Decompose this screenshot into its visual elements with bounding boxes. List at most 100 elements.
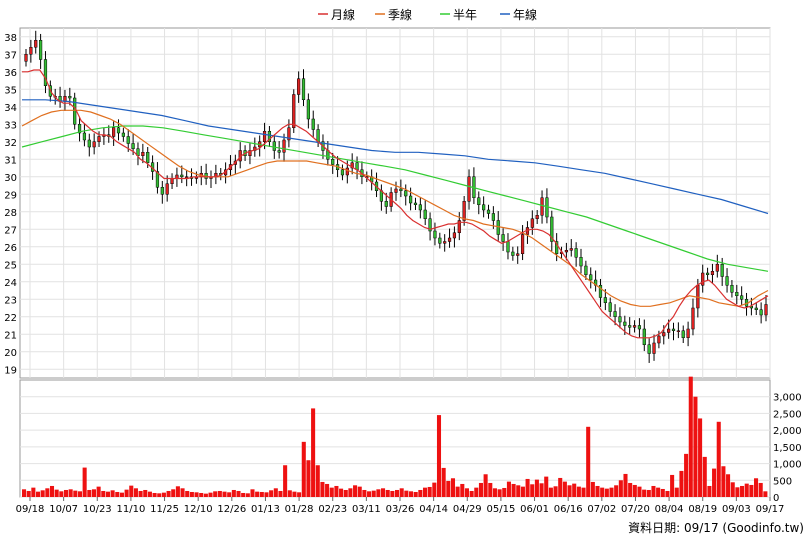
x-tick-label-12: 04/14 [419,504,448,515]
volume-bar-104 [506,481,511,497]
price-tick-label-0: 19 [4,365,17,376]
candle-body-133 [671,328,676,331]
candle-body-127 [642,328,646,345]
volume-bar-59 [297,492,302,497]
candle-body-152 [764,304,768,316]
volume-bar-74 [367,491,372,497]
volume-bar-122 [590,481,595,497]
candle-body-24 [141,152,145,156]
volume-bar-77 [381,488,386,497]
volume-frame [19,379,771,498]
candle-body-66 [345,167,349,176]
volume-bar-38 [199,492,204,497]
candle-body-134 [676,330,680,332]
volume-bar-17 [101,490,106,497]
candle-body-68 [355,162,359,170]
price-tick-label-19: 38 [4,33,17,44]
volume-bar-153 [735,487,740,497]
candle-body-130 [657,335,661,344]
price-tick-label-2: 21 [4,330,17,341]
volume-bar-29 [157,493,162,497]
candle-body-30 [170,178,174,184]
candle-body-74 [384,201,388,207]
volume-bar-4 [40,490,45,497]
candle-body-19 [116,127,121,134]
volume-bar-129 [623,473,628,497]
volume-bar-51 [259,491,264,497]
candle-body-55 [292,94,296,128]
volume-bar-109 [530,484,535,497]
x-tick-label-11: 03/26 [386,504,415,515]
x-axis: 09/18 10/07 10/23 11/10 11/25 12/10 12/26 01/13… [16,497,784,515]
legend-label-0: 月線 [331,7,355,22]
candle-body-121 [613,311,617,317]
candle-body-86 [443,241,447,244]
candle-body-67 [350,162,354,169]
candle-body-53 [282,139,286,153]
volume-bar-82 [404,490,409,497]
volume-bar-50 [255,491,260,497]
volume-tick-label-4: 2,000 [773,426,802,437]
volume-bar-115 [558,477,563,497]
volume-bar-108 [525,478,530,497]
x-tick-label-14: 05/15 [486,504,515,515]
volume-bar-118 [572,483,577,497]
candle-body-82 [423,209,427,219]
candle-body-96 [491,213,495,221]
candle-body-65 [340,169,345,176]
candle-body-123 [623,321,627,326]
volume-bar-145 [698,418,703,497]
volume-bar-126 [609,487,614,497]
volume-bar-21 [119,492,124,497]
candle-body-104 [530,218,534,228]
x-tick-label-6: 12/26 [217,504,246,515]
candle-body-63 [331,159,335,165]
volume-bar-102 [497,489,502,497]
volume-bar-72 [357,486,362,497]
candle-body-99 [506,241,510,253]
x-tick-label-2: 10/23 [83,504,112,515]
volume-bar-34 [180,488,185,497]
volume-bar-134 [646,489,651,497]
volume-bar-143 [688,376,693,497]
volume-bar-84 [413,491,418,497]
volume-bar-119 [576,486,581,497]
volume-bar-12 [77,491,83,497]
volume-bar-57 [287,490,292,497]
volume-bar-76 [376,489,381,497]
volume-bar-105 [511,483,516,497]
volume-bar-43 [222,491,227,497]
candle-body-132 [667,328,671,333]
volume-bar-9 [63,489,69,497]
volume-bar-154 [740,485,745,497]
volume-bar-87 [427,486,432,497]
volume-bar-100 [488,482,493,497]
volume-bar-83 [408,491,414,497]
volume-bar-52 [264,492,269,497]
candle-body-142 [715,264,719,272]
volume-bar-47 [241,492,246,497]
volume-bar-64 [320,481,325,497]
volume-bar-24 [133,488,138,497]
footer-source: 資料日期: 09/17 (Goodinfo.tw) [628,521,804,535]
volume-bar-66 [329,487,334,497]
candle-body-89 [457,220,461,233]
volume-bar-55 [278,490,283,497]
candle-body-105 [535,215,539,219]
volume-bar-141 [679,470,684,497]
volume-bar-120 [581,487,586,497]
price-tick-label-14: 33 [4,120,17,131]
candle-body-119 [603,297,607,303]
volume-bar-150 [721,466,726,497]
x-tick-label-10: 03/11 [352,504,381,515]
candle-body-125 [632,325,637,328]
candle-body-4 [43,59,48,86]
candle-body-141 [710,271,715,275]
price-tick-label-7: 26 [4,243,17,254]
candle-body-111 [564,250,568,253]
x-tick-label-8: 01/28 [285,504,314,515]
legend-label-3: 年線 [513,7,537,22]
volume-bar-13 [82,467,87,497]
legend: 月線 季線 半年 年線 [318,7,537,22]
volume-bar-19 [110,490,115,497]
